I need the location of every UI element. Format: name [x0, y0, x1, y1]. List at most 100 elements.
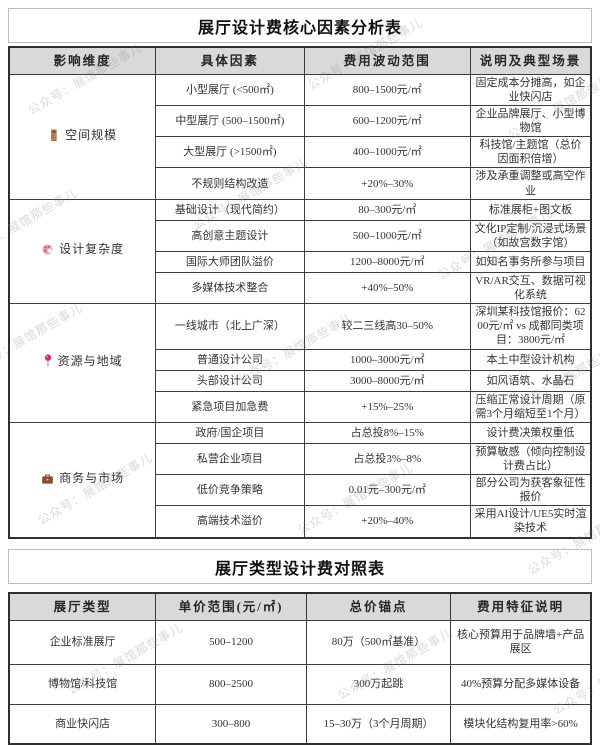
factor-cell: 头部设计公司: [155, 369, 305, 392]
note-cell: 科技馆/主题馆（总价因面积倍增）: [470, 136, 592, 169]
table2-header-type: 展厅类型: [8, 592, 157, 621]
table-row: 商业快闪店 300–800 15–30万（3个月周期） 模块化结构复用率>60%: [8, 703, 592, 745]
table-row: 低价竞争策略 0.01元–300元/㎡ 部分公司为获客象征性报价: [9, 474, 592, 507]
note-cell: 模块化结构复用率>60%: [450, 703, 592, 745]
range-cell: 400–1000元/㎡: [303, 136, 472, 169]
factor-cell: 私营企业项目: [155, 443, 305, 476]
table-row: 普通设计公司 1000–3000元/㎡ 本土中型设计机构: [9, 348, 592, 371]
note-cell: VR/AR交互、数据可视化系统: [470, 271, 592, 304]
dimension-cell-complexity: 设计复杂度: [8, 198, 157, 304]
dimension-space: 空间规模: [48, 128, 117, 143]
briefcase-icon: [42, 474, 53, 484]
ruler-icon: [51, 129, 57, 141]
range-cell: 3000–8000元/㎡: [303, 369, 472, 392]
note-cell: 标准展柜+图文板: [470, 198, 592, 221]
table-row: 中型展厅 (500–1500㎡) 600–1200元/㎡ 企业品牌展厅、小型博物…: [9, 105, 592, 138]
note-cell: 预算敏感（倾向控制设计费占比）: [470, 443, 592, 476]
document-sheet: 展厅设计费核心因素分析表 影响维度 具体因素 费用波动范围 说明及典型场景: [8, 8, 592, 745]
price-cell: 800–2500: [155, 663, 307, 705]
note-cell: 固定成本分摊高，如企业快闪店: [470, 73, 592, 107]
table-row: 博物馆/科技馆 800–2500 300万起跳 40%预算分配多媒体设备: [8, 663, 592, 705]
factor-cell: 高端技术溢价: [155, 505, 305, 539]
table1-title: 展厅设计费核心因素分析表: [8, 8, 592, 43]
dimension-cell-market: 商务与市场: [8, 422, 157, 539]
range-cell: 占总投3%–8%: [303, 443, 472, 476]
table-row: 资源与地域 一线城市（北上广深） 较二三线高30–50% 深圳某科技馆报价：62…: [8, 302, 592, 424]
factor-cell: 政府/国企项目: [155, 422, 305, 445]
range-cell: 500–1000元/㎡: [303, 219, 472, 252]
note-cell: 深圳某科技馆报价：6200元/㎡ vs 成都同类项目：3800元/㎡: [470, 302, 592, 350]
anchor-cell: 15–30万（3个月周期）: [305, 703, 452, 745]
note-cell: 本土中型设计机构: [470, 348, 592, 371]
type-comparison-table: 展厅类型 单价范围(元/㎡) 总价锚点 费用特征说明 企业标准展厅 500–12…: [8, 591, 592, 745]
table-row: 紧急项目加急费 +15%–25% 压缩正常设计周期（原需3个月缩短至1个月）: [9, 390, 592, 424]
table-row: 高创意主题设计 500–1000元/㎡ 文化IP定制/沉浸式场景（如故宫数字馆）: [9, 219, 592, 252]
note-cell: 文化IP定制/沉浸式场景（如故宫数字馆）: [470, 219, 592, 252]
table2-header-row: 展厅类型 单价范围(元/㎡) 总价锚点 费用特征说明: [8, 592, 592, 621]
type-cell: 企业标准展厅: [8, 619, 157, 665]
table2-header-anchor: 总价锚点: [305, 592, 452, 621]
factor-cell: 一线城市（北上广深）: [155, 302, 305, 350]
dimension-label: 空间规模: [65, 127, 118, 142]
factor-cell: 国际大师团队溢价: [155, 250, 305, 273]
table-row: 高端技术溢价 +20%–40% 采用AI设计/UE5实时渲染技术: [9, 505, 592, 539]
table-row: 多媒体技术整合 +40%–50% VR/AR交互、数据可视化系统: [9, 271, 592, 304]
factor-cell: 低价竞争策略: [155, 474, 305, 507]
range-cell: +15%–25%: [303, 390, 472, 424]
factor-cell: 不规则结构改造: [155, 167, 305, 200]
factor-cell: 大型展厅 (>1500㎡): [155, 136, 305, 169]
table-row: 头部设计公司 3000–8000元/㎡ 如风语筑、水晶石: [9, 369, 592, 392]
note-cell: 企业品牌展厅、小型博物馆: [470, 105, 592, 138]
anchor-cell: 80万（500㎡基准）: [305, 619, 452, 665]
table2-header-price: 单价范围(元/㎡): [155, 592, 307, 621]
table-row: 空间规模 小型展厅 (<500㎡) 800–1500元/㎡ 固定成本分摊高，如企…: [8, 73, 592, 200]
dimension-cell-space: 空间规模: [8, 74, 157, 200]
factor-cell: 多媒体技术整合: [155, 271, 305, 304]
range-cell: +40%–50%: [303, 271, 472, 304]
table-row: 设计复杂度 基础设计（现代简约） 80–300元/㎡ 标准展柜+图文板: [8, 198, 592, 304]
dimension-market: 商务与市场: [41, 471, 124, 486]
note-cell: 设计费决策权重低: [470, 422, 592, 445]
note-cell: 如知名事务所参与项目: [470, 250, 592, 273]
note-cell: 压缩正常设计周期（原需3个月缩短至1个月）: [470, 390, 592, 424]
range-cell: +20%–30%: [303, 167, 472, 200]
table-row: 商务与市场 政府/国企项目 占总投8%–15% 设计费决策权重低: [8, 422, 592, 539]
table-row: 私营企业项目 占总投3%–8% 预算敏感（倾向控制设计费占比）: [9, 443, 592, 476]
table1-header-row: 影响维度 具体因素 费用波动范围 说明及典型场景: [8, 46, 592, 75]
price-cell: 300–800: [155, 703, 307, 745]
anchor-cell: 300万起跳: [305, 663, 452, 705]
range-cell: 80–300元/㎡: [303, 198, 472, 221]
table1-header-dimension: 影响维度: [8, 46, 157, 75]
factor-cell: 紧急项目加急费: [155, 390, 305, 424]
dimension-label: 设计复杂度: [59, 242, 125, 257]
factor-cell: 小型展厅 (<500㎡): [155, 73, 305, 107]
location-pin-icon: [44, 354, 51, 367]
table-row: 企业标准展厅 500–1200 80万（500㎡基准） 核心预算用于品牌墙+产品…: [8, 619, 592, 665]
type-cell: 商业快闪店: [8, 703, 157, 745]
dimension-region: 资源与地域: [43, 354, 123, 369]
range-cell: 1200–8000元/㎡: [303, 250, 472, 273]
range-cell: 600–1200元/㎡: [303, 105, 472, 138]
dimension-cell-region: 资源与地域: [8, 302, 157, 424]
table1-header-note: 说明及典型场景: [470, 46, 592, 75]
note-cell: 涉及承重调整或高空作业: [470, 167, 592, 200]
table-row: 不规则结构改造 +20%–30% 涉及承重调整或高空作业: [9, 167, 592, 200]
dimension-complexity: 设计复杂度: [41, 242, 124, 257]
factor-analysis-table: 影响维度 具体因素 费用波动范围 说明及典型场景 空间: [8, 46, 592, 539]
factor-cell: 高创意主题设计: [155, 219, 305, 252]
note-cell: 如风语筑、水晶石: [470, 369, 592, 392]
note-cell: 采用AI设计/UE5实时渲染技术: [470, 505, 592, 539]
note-cell: 核心预算用于品牌墙+产品展区: [450, 619, 592, 665]
price-cell: 500–1200: [155, 619, 307, 665]
range-cell: 1000–3000元/㎡: [303, 348, 472, 371]
range-cell: 较二三线高30–50%: [303, 302, 472, 350]
note-cell: 40%预算分配多媒体设备: [450, 663, 592, 705]
factor-cell: 普通设计公司: [155, 348, 305, 371]
palette-icon: [42, 244, 53, 255]
table2-title: 展厅类型设计费对照表: [8, 548, 592, 584]
range-cell: 0.01元–300元/㎡: [303, 474, 472, 507]
table1-header-factor: 具体因素: [155, 46, 305, 75]
dimension-label: 商务与市场: [59, 470, 125, 485]
range-cell: +20%–40%: [303, 505, 472, 539]
range-cell: 占总投8%–15%: [303, 422, 472, 445]
